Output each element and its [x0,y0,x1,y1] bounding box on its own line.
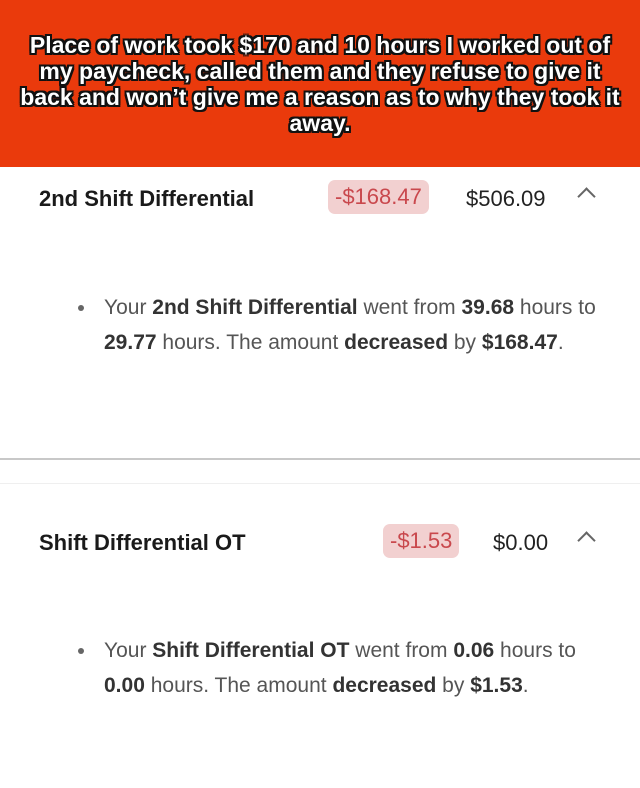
pay-item-detail: Your Shift Differential OT went from 0.0… [104,633,614,703]
chevron-up-icon[interactable] [577,187,596,206]
detail-bold: decreased [344,331,449,354]
detail-bold: $168.47 [481,331,558,354]
detail-text: hours. The amount [156,331,345,354]
detail-bold: Shift Differential OT [152,639,350,662]
pay-item-detail: Your 2nd Shift Differential went from 39… [104,290,614,360]
bullet-icon [78,648,84,654]
detail-text: Your [104,296,153,319]
detail-bold: $1.53 [470,674,523,697]
detail-text: hours. The amount [144,674,333,697]
detail-bold: 2nd Shift Differential [152,296,358,319]
detail-bold: 29.77 [104,331,157,354]
caption-banner: Place of work took $170 and 10 hours I w… [0,0,640,167]
detail-text: Your [104,639,153,662]
detail-bold: 0.00 [104,674,145,697]
pay-item-title: 2nd Shift Differential [39,186,255,211]
section-divider [0,458,640,460]
detail-text: by [448,331,482,354]
detail-text: went from [357,296,462,319]
detail-bold: 0.06 [453,639,495,662]
chevron-up-icon[interactable] [577,531,596,550]
detail-text: . [522,674,529,697]
pay-item-header-shift-differential-ot[interactable]: Shift Differential OT -$1.53 $0.00 [0,522,640,562]
change-badge: -$168.47 [328,180,429,214]
caption-text: Place of work took $170 and 10 hours I w… [20,31,620,136]
detail-bold: 39.68 [461,296,515,319]
detail-text: went from [349,639,454,662]
pay-item-header-2nd-shift-differential[interactable]: 2nd Shift Differential -$168.47 $506.09 [0,178,640,218]
detail-bold: decreased [332,674,437,697]
section-divider [0,483,640,484]
change-badge: -$1.53 [383,524,460,558]
detail-text: hours to [514,296,596,319]
detail-text: by [436,674,471,697]
pay-item-amount: $506.09 [466,186,546,211]
detail-text: hours to [494,639,576,662]
detail-text: . [557,331,564,354]
pay-item-amount: $0.00 [493,530,549,555]
bullet-icon [78,305,84,311]
pay-item-title: Shift Differential OT [39,530,246,555]
